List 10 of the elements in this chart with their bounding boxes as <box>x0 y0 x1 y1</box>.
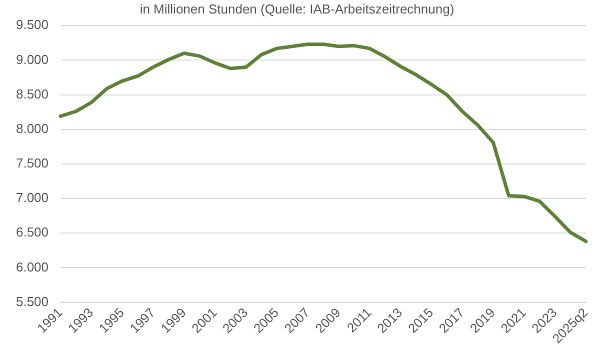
chart-title: in Millionen Stunden (Quelle: IAB-Arbeitszeitrechnung) <box>140 1 454 16</box>
y-tick-label: 9.000 <box>16 52 49 67</box>
y-tick-label: 6.000 <box>16 259 49 274</box>
y-tick-label: 8.500 <box>16 86 49 102</box>
y-tick-label: 6.500 <box>16 224 49 240</box>
y-tick-label: 5.500 <box>16 294 49 309</box>
y-tick-label: 8.000 <box>16 120 49 136</box>
y-tick-label: 7.000 <box>16 190 49 206</box>
y-tick-label: 7.500 <box>16 156 49 171</box>
y-tick-label: 9.500 <box>16 17 49 32</box>
